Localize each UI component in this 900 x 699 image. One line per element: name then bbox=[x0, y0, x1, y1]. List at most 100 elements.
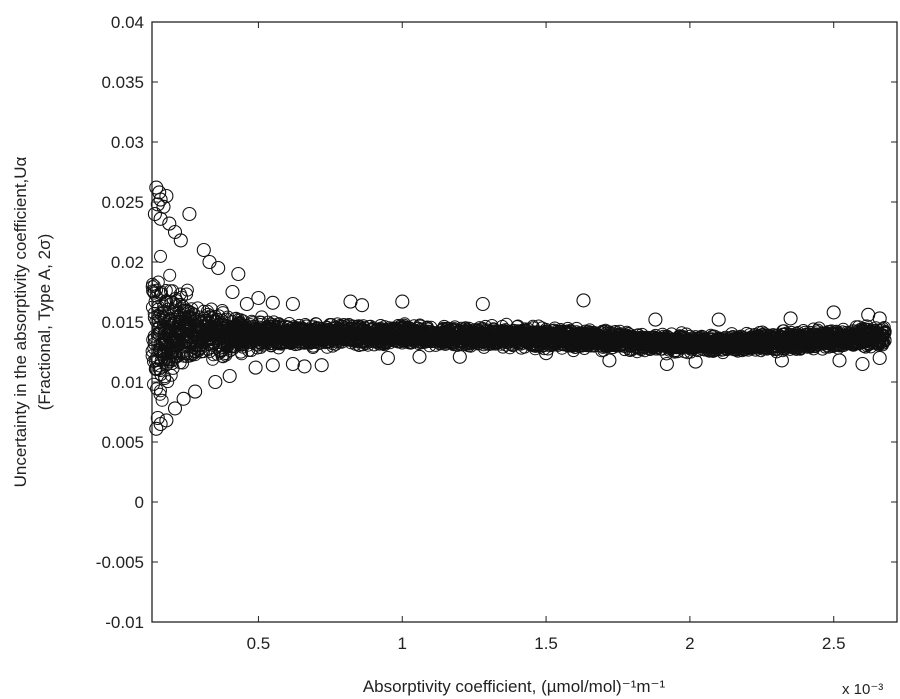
y-tick-label: 0.035 bbox=[101, 73, 144, 92]
data-point bbox=[442, 325, 456, 339]
data-point-outlier bbox=[208, 374, 223, 390]
data-point-outlier bbox=[314, 358, 329, 373]
data-point bbox=[583, 333, 597, 347]
data-point bbox=[161, 302, 175, 316]
data-point bbox=[764, 341, 778, 355]
data-point bbox=[456, 325, 470, 339]
data-point bbox=[147, 377, 160, 391]
data-point bbox=[544, 326, 558, 340]
data-point bbox=[575, 339, 589, 353]
data-point bbox=[813, 337, 827, 350]
data-point bbox=[499, 327, 513, 341]
data-point bbox=[198, 311, 212, 325]
data-point bbox=[665, 341, 679, 354]
data-point bbox=[720, 337, 734, 351]
data-point bbox=[437, 328, 451, 342]
data-point-outlier bbox=[539, 346, 554, 361]
x-axis-exponent-label: x 10⁻³ bbox=[842, 681, 883, 698]
data-point bbox=[192, 334, 206, 348]
data-point-outlier bbox=[150, 410, 165, 426]
data-point bbox=[845, 336, 858, 350]
data-point bbox=[153, 387, 167, 401]
data-point bbox=[203, 310, 216, 324]
data-point bbox=[665, 336, 679, 350]
data-point-outlier bbox=[251, 290, 266, 306]
data-point bbox=[774, 331, 787, 345]
data-point bbox=[386, 321, 400, 335]
data-point-outlier bbox=[688, 354, 703, 369]
y-tick-label: 0.015 bbox=[101, 313, 144, 332]
data-point-outlier bbox=[222, 368, 237, 384]
data-point bbox=[385, 328, 398, 341]
data-point bbox=[722, 340, 736, 354]
y-tick-label: 0.04 bbox=[111, 13, 144, 32]
data-point bbox=[717, 339, 731, 353]
data-point-outlier bbox=[211, 260, 226, 276]
data-point bbox=[706, 336, 720, 350]
data-point-outlier bbox=[153, 211, 168, 226]
data-point bbox=[851, 329, 865, 343]
data-point bbox=[156, 348, 170, 362]
data-point bbox=[158, 335, 172, 349]
data-point bbox=[552, 335, 566, 349]
data-point bbox=[149, 363, 163, 376]
data-point bbox=[878, 334, 892, 348]
data-point bbox=[520, 334, 534, 348]
data-point bbox=[290, 323, 304, 337]
data-point-outlier bbox=[872, 350, 887, 366]
data-point bbox=[349, 333, 363, 347]
y-tick-label: -0.005 bbox=[96, 553, 144, 572]
data-point-outlier bbox=[783, 311, 798, 326]
data-point-outlier bbox=[225, 284, 240, 300]
data-point bbox=[220, 340, 234, 354]
data-point bbox=[791, 332, 805, 346]
data-point-outlier bbox=[285, 296, 300, 312]
data-point bbox=[288, 322, 302, 335]
data-point bbox=[452, 325, 466, 339]
data-point bbox=[596, 338, 610, 352]
data-point bbox=[765, 333, 779, 347]
data-point-outlier bbox=[147, 206, 162, 222]
data-point-outlier bbox=[855, 356, 870, 372]
x-tick-label: 0.5 bbox=[247, 634, 271, 653]
data-point bbox=[255, 310, 269, 324]
data-point-outlier bbox=[412, 349, 427, 364]
data-point bbox=[183, 349, 197, 363]
data-point bbox=[418, 335, 432, 349]
data-point-outlier bbox=[395, 294, 410, 309]
data-point bbox=[263, 334, 277, 348]
data-point-outlier bbox=[297, 359, 312, 374]
data-point bbox=[864, 326, 878, 340]
data-point bbox=[183, 318, 197, 332]
data-point bbox=[346, 326, 360, 340]
data-point bbox=[518, 335, 532, 349]
y-tick-label: -0.01 bbox=[105, 613, 144, 632]
data-point bbox=[158, 370, 172, 384]
data-point bbox=[159, 331, 173, 345]
data-point bbox=[289, 327, 303, 341]
data-point bbox=[217, 321, 230, 335]
data-point bbox=[496, 323, 510, 337]
data-point bbox=[147, 286, 161, 300]
data-point bbox=[203, 309, 217, 323]
x-axis-label: Absorptivity coefficient, (µmol/mol)⁻¹m⁻… bbox=[363, 677, 666, 696]
data-point bbox=[423, 339, 437, 353]
data-point-outlier bbox=[648, 312, 663, 327]
data-point bbox=[376, 337, 390, 351]
data-point bbox=[508, 329, 522, 343]
data-point bbox=[494, 333, 508, 347]
y-tick-label: 0 bbox=[135, 493, 144, 512]
data-point bbox=[688, 333, 702, 347]
data-point bbox=[201, 343, 215, 356]
data-point bbox=[744, 336, 758, 350]
data-point bbox=[718, 332, 732, 346]
data-point bbox=[441, 321, 455, 335]
data-point bbox=[624, 328, 638, 342]
data-point bbox=[477, 335, 491, 349]
x-tick-label: 2.5 bbox=[822, 634, 846, 653]
data-point bbox=[864, 340, 878, 354]
data-point bbox=[578, 332, 592, 346]
data-point bbox=[455, 335, 469, 349]
axis-ticks: 0.5 1 1.5 2 2.5 -0.01 -0.005 0 0.005 0.01 0.015 0.0… bbox=[96, 13, 897, 653]
data-point-outlier bbox=[159, 413, 174, 428]
